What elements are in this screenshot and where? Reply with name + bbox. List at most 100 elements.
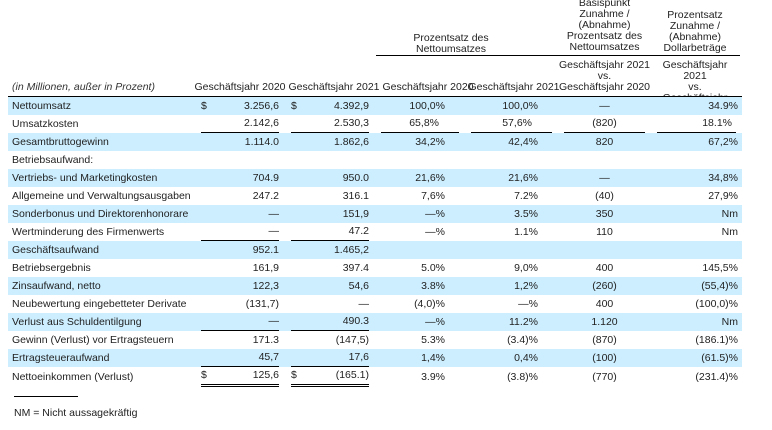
pct-fy20: (4,0)% [414,298,445,310]
amount-fy20: — [201,313,279,331]
bp-change: 350 [595,208,614,220]
pct-change: (100,0)% [695,298,738,310]
table-row: Zinsaufwand, netto 122,3 54,6 3.8% 1,2% (260)… [8,277,742,295]
pct-fy20: 5.3% [421,334,445,346]
pct-fy20: 65,8% [381,115,459,133]
pct-fy21: 0,4% [514,352,538,364]
pct-fy21: 1,2% [514,280,538,292]
bp-change: 820 [595,136,614,148]
amount-value: 316.1 [342,189,369,202]
amount-fy20: $3.256,6 [201,98,279,115]
table-row: Vertriebs- und Marketingkosten 704.9 950.0… [8,169,742,187]
bp-change: — [599,100,610,112]
amount-fy21: 490.3 [291,313,369,331]
table-row: Neubewertung eingebetteter Derivate (131,… [8,295,742,313]
amount-fy20: 122,3 [201,278,279,295]
amount-fy20: — [201,206,280,223]
amount-fy21: 2.530,3 [291,115,369,133]
bp-change: 110 [596,226,613,238]
bp-change: 400 [595,298,614,310]
table-row: Betriebsergebnis 161,9 397.4 5.0% 9,0% 400 145… [8,259,742,277]
table-row: Nettoeinkommen (Verlust) $125,6 $ (165.1) 3.… [8,367,742,387]
header-pct-change: Prozentsatz Zunahme / (Abnahme) Dollarbeträ… [650,10,740,54]
amount-fy20: — [201,223,279,241]
col-header-pct-fy2020: Geschäftsjahr 2020 [382,81,474,93]
amount-fy21: 950.0 [291,170,369,187]
header-line: Basispunkt [578,0,631,9]
amount-fy20: 1.114.0 [201,134,279,151]
amount-value: 1.465,2 [333,243,369,256]
amount-fy21: 151,9 [291,206,369,223]
row-label: Zinsaufwand, netto [8,277,195,295]
table-row: Gesamtbruttogewinn 1.114.0 1.862,6 34,2% 42,… [8,133,742,151]
amount-value: 161,9 [252,261,279,274]
amount-value: 2.142,6 [243,117,279,129]
amount-value: 54,6 [348,279,369,292]
amount-fy20 [201,152,279,169]
amount-value: — [268,315,280,327]
pct-change: (186.1)% [695,334,738,346]
amount-fy21: (147,5) [291,332,369,349]
header-divider [376,55,740,56]
currency-symbol: $ [201,99,207,112]
income-statement-table: Nettoumsatz $3.256,6 $4.392,9 100,0% 100,0% —… [8,96,742,387]
header-line: (Abnahme) [669,31,721,43]
row-label: Sonderbonus und Direktorenhonorare [8,205,195,223]
amount-fy20: (131,7) [201,296,279,313]
pct-fy21: 3.5% [514,208,538,220]
amount-value: 171.3 [252,333,279,346]
amount-fy21: $ (165.1) [291,367,369,387]
pct-change: (231.4)% [695,371,738,383]
pct-fy20: 21,6% [415,172,445,184]
pct-fy20: —% [425,208,445,220]
amount-value: — [358,297,370,310]
pct-fy21: 1.1% [514,226,538,238]
bp-change: (260) [592,280,617,292]
row-label: Geschäftsaufwand [8,241,195,259]
header-line: Prozentsatz [667,9,723,21]
table-row: Allgemeine und Verwaltungsausgaben 247.2 3… [8,187,742,205]
amount-value: — [268,225,280,237]
pct-fy21: 7.2% [514,190,538,202]
header-line: Nettoumsatzes [569,41,640,53]
row-label: Neubewertung eingebetteter Derivate [12,298,187,310]
amount-fy20: 161,9 [201,260,279,277]
header-line: Geschäftsjahr 2020 [558,81,651,93]
pct-change: 145,5% [702,262,738,274]
amount-fy20: 2.142,6 [201,115,279,133]
amount-value: — [268,207,280,220]
header-line: Geschäftsjahr 2021 [558,59,651,71]
amount-fy21: 47.2 [291,223,369,241]
amount-fy21: — [291,296,370,313]
amount-fy21 [291,152,369,169]
pct-fy20: —% [425,316,445,328]
footnote-divider [14,396,78,397]
col-header-fy2021: Geschäftsjahr 2021 [288,81,380,93]
bp-change: (40) [595,190,614,202]
pct-fy21: (3.8)% [507,371,538,383]
table-row: Geschäftsaufwand 952.1 1.465,2 [8,241,742,259]
bp-change: 400 [595,262,614,274]
table-row: Gewinn (Verlust) vor Ertragsteuern 171.3 (… [8,331,742,349]
pct-fy20: —% [425,226,445,238]
bp-change: (100) [592,352,617,364]
amount-fy20: 704.9 [201,170,279,187]
header-line: vs. [688,81,702,93]
row-label: Vertriebs- und Marketingkosten [8,169,195,187]
header-line: vs. [597,70,612,82]
bp-change: (870) [592,334,617,346]
amount-value: 704.9 [252,171,279,184]
amount-value: 952.1 [252,243,279,256]
amount-value: 17,6 [348,351,369,363]
amount-value: 2.530,3 [333,117,369,129]
amount-fy21: 397.4 [291,260,369,277]
bp-change: 1.120 [591,316,618,328]
amount-fy20: $125,6 [201,367,279,387]
pct-change: 18.1% [657,115,736,133]
pct-fy20: 3.8% [421,280,445,292]
amount-value: 950.0 [342,171,369,184]
pct-fy21: 100,0% [502,100,538,112]
footnote: NM = Nicht aussagekräftig [14,407,138,419]
pct-fy20: 34,2% [415,136,445,148]
table-row: Betriebsaufwand: [8,151,742,169]
